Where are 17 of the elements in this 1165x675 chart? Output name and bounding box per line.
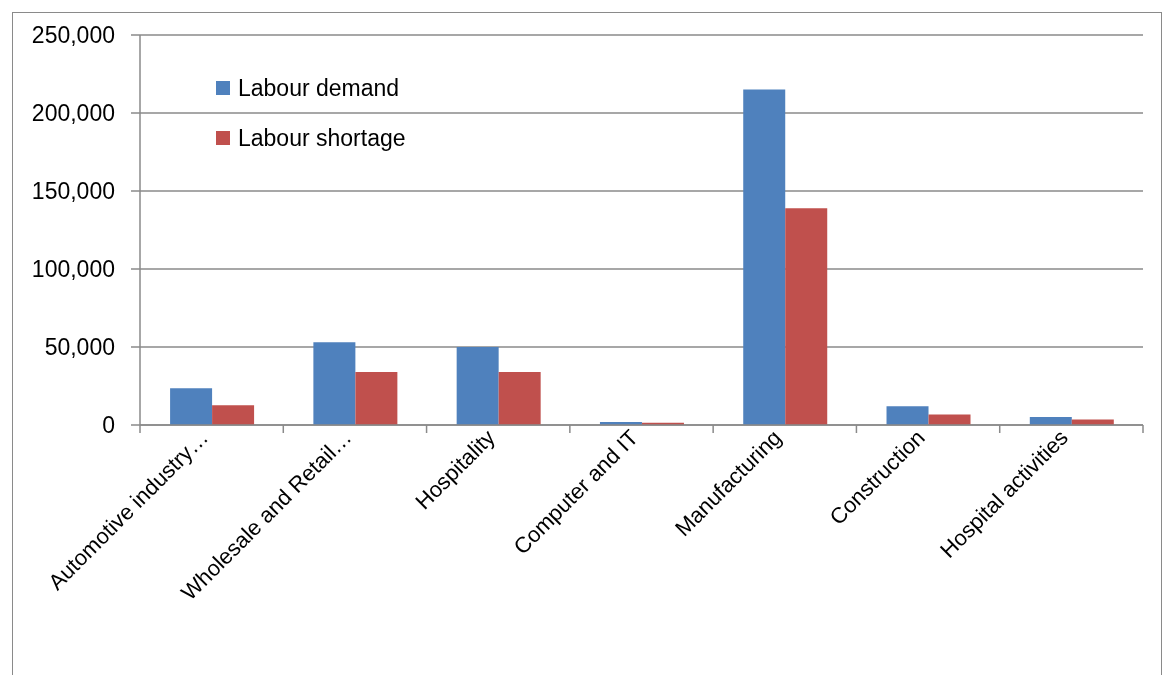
y-tick-label: 250,000 — [31, 22, 115, 49]
bar — [743, 89, 786, 425]
legend-label: Labour shortage — [238, 124, 406, 152]
bar — [498, 371, 541, 425]
bar — [886, 406, 929, 425]
y-tick-label: 50,000 — [44, 334, 115, 361]
bar — [170, 388, 213, 425]
y-tick-label: 100,000 — [31, 256, 115, 283]
legend-label: Labour demand — [238, 74, 400, 102]
y-tick-label: 150,000 — [31, 178, 115, 205]
bar — [785, 208, 828, 425]
bar — [313, 342, 356, 425]
bar — [456, 347, 499, 425]
y-tick-label: 200,000 — [31, 100, 115, 127]
bar — [355, 371, 398, 425]
y-tick-label: 0 — [102, 412, 115, 439]
bar — [212, 405, 255, 425]
